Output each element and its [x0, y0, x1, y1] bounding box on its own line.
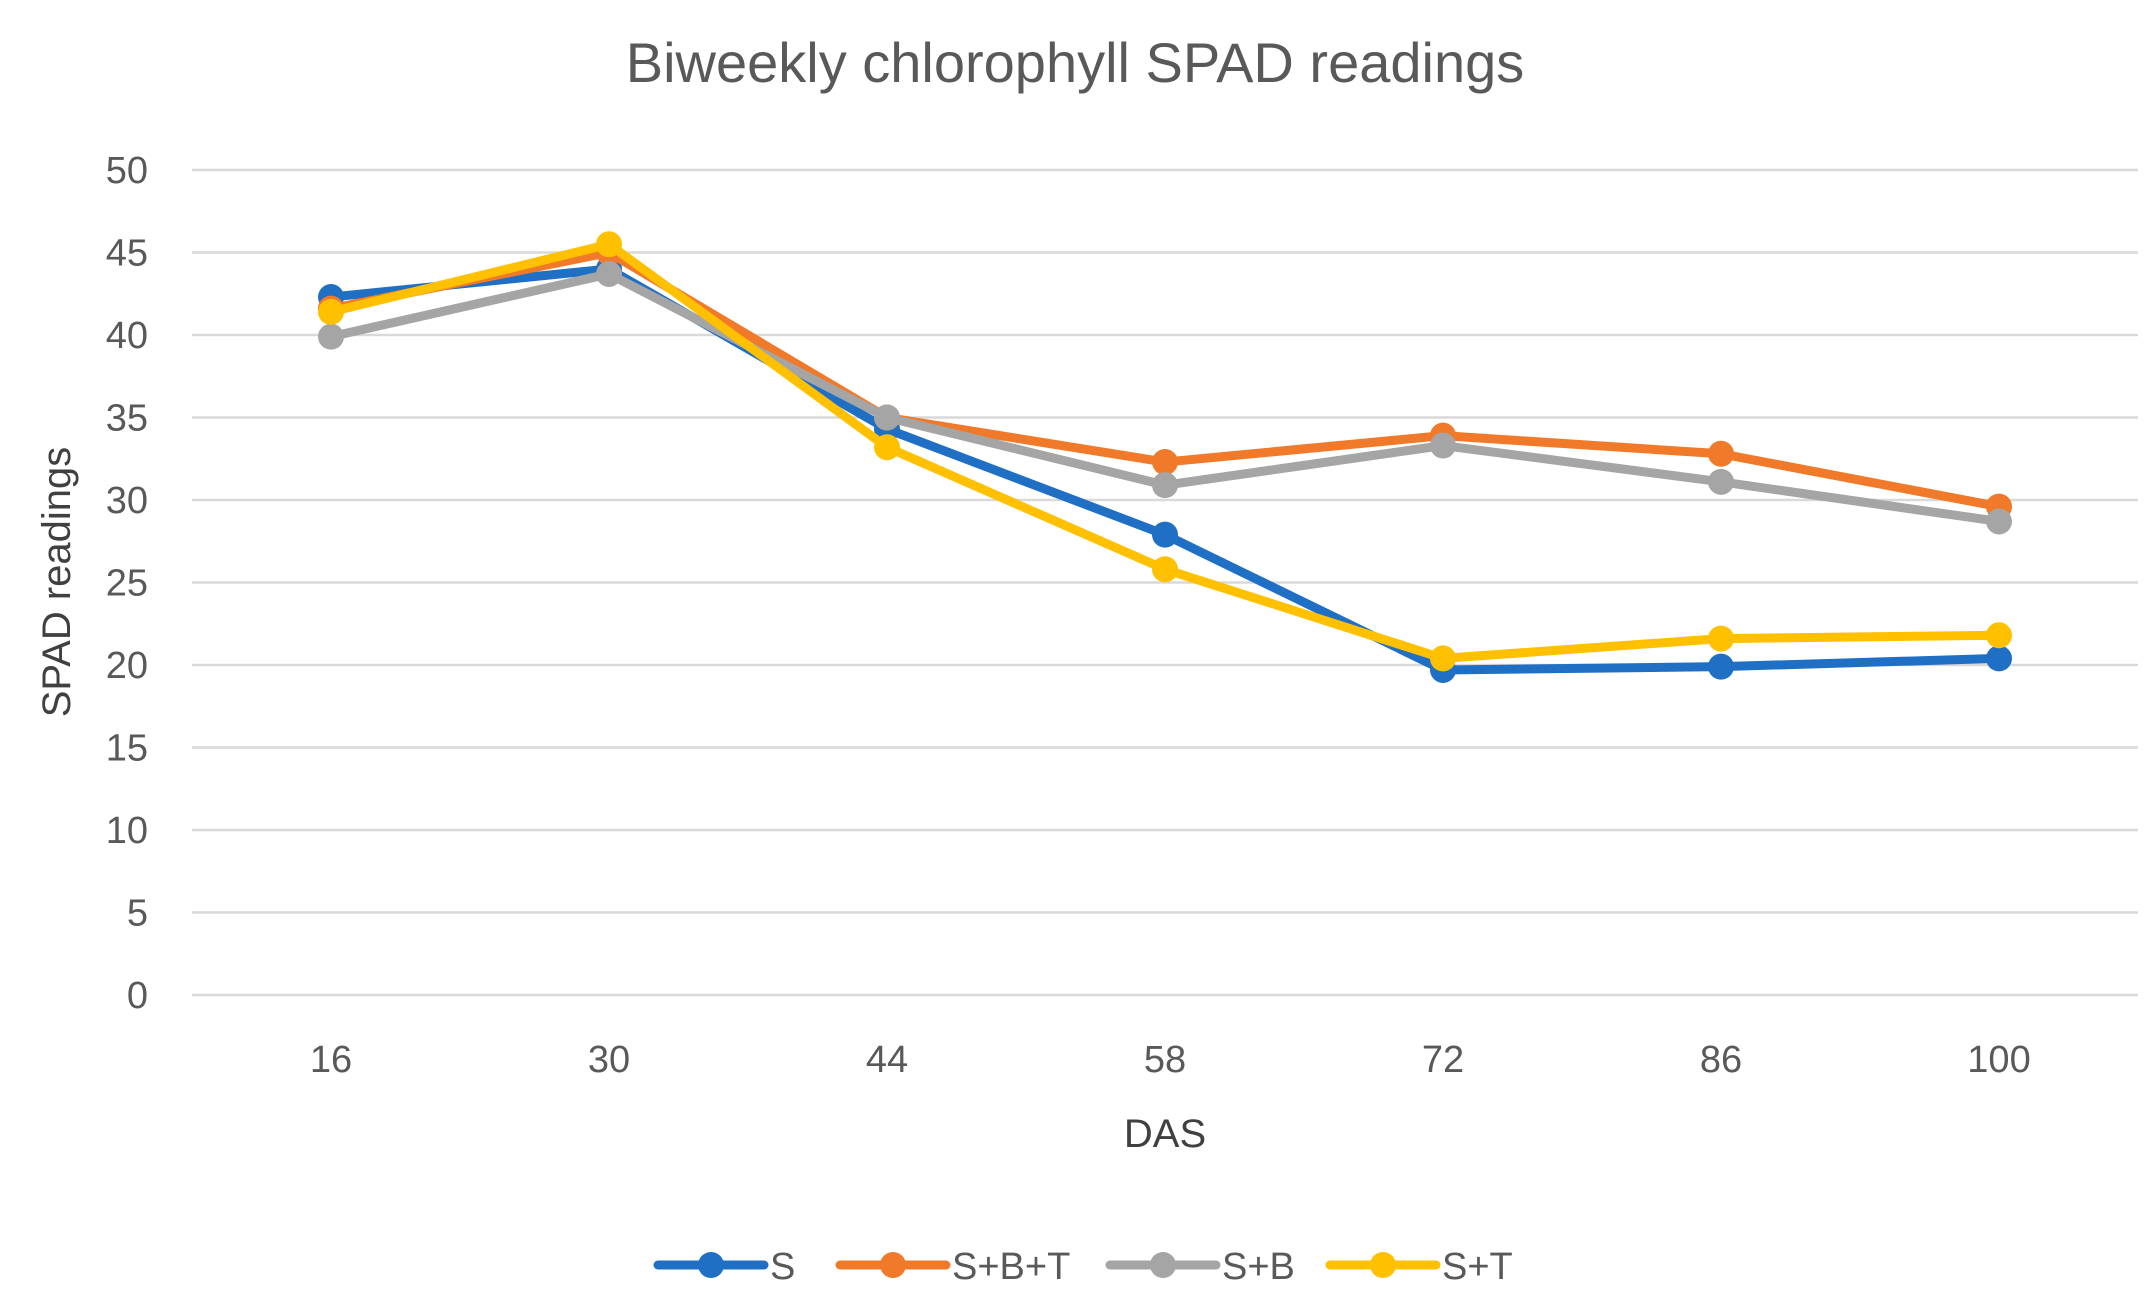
y-tick-label: 10	[106, 810, 148, 852]
x-tick-label: 72	[1422, 1039, 1464, 1081]
series-S+T	[318, 231, 2012, 672]
y-tick-label: 15	[106, 728, 148, 770]
y-tick-label: 0	[127, 975, 148, 1017]
legend: S S+B+T S+B S+T	[653, 1246, 1513, 1288]
data-point	[1152, 449, 1178, 476]
x-tick-label: 58	[1144, 1039, 1186, 1081]
data-point	[1986, 508, 2012, 535]
y-tick-label: 35	[106, 398, 148, 440]
data-point	[1152, 472, 1178, 499]
data-point	[1986, 645, 2012, 672]
data-point	[874, 434, 900, 461]
data-point	[596, 231, 622, 258]
series-lines	[318, 231, 2012, 683]
legend-marker	[698, 1252, 724, 1278]
x-tick-label: 44	[866, 1039, 908, 1081]
y-tick-label: 45	[106, 233, 148, 275]
legend-marker	[1370, 1252, 1396, 1278]
y-axis-ticks: 0 5 10 15 20 25 30 35 40 45 50	[106, 150, 148, 1017]
data-point	[1430, 645, 1456, 672]
x-tick-label: 30	[588, 1039, 630, 1081]
legend-item: S+B+T	[835, 1246, 1070, 1288]
y-tick-label: 50	[106, 150, 148, 192]
legend-marker	[1150, 1252, 1176, 1278]
data-point	[1152, 521, 1178, 548]
legend-item: S+T	[1325, 1246, 1513, 1288]
legend-label: S	[770, 1246, 795, 1288]
data-point	[596, 260, 622, 287]
y-axis-title: SPAD readings	[35, 447, 79, 718]
data-point	[318, 323, 344, 350]
data-point	[1708, 625, 1734, 652]
legend-label: S+B+T	[952, 1246, 1070, 1288]
x-tick-label: 16	[310, 1039, 352, 1081]
y-tick-label: 25	[106, 563, 148, 605]
data-point	[1708, 653, 1734, 680]
chart-title: Biweekly chlorophyll SPAD readings	[626, 31, 1525, 94]
data-point	[1708, 468, 1734, 495]
x-tick-label: 100	[1967, 1039, 2030, 1081]
legend-item: S	[653, 1246, 795, 1288]
x-axis-ticks: 16 30 44 58 72 86 100	[310, 1039, 2031, 1081]
legend-item: S+B	[1105, 1246, 1295, 1288]
y-tick-label: 40	[106, 315, 148, 357]
data-point	[1986, 622, 2012, 649]
x-axis-title: DAS	[1124, 1112, 1206, 1156]
legend-marker	[880, 1252, 906, 1278]
y-tick-label: 5	[127, 893, 148, 935]
y-tick-label: 30	[106, 480, 148, 522]
gridlines	[192, 168, 2138, 997]
data-point	[1430, 432, 1456, 459]
data-point	[874, 404, 900, 431]
series-S+B	[318, 260, 2012, 535]
legend-label: S+T	[1442, 1246, 1513, 1288]
x-tick-label: 86	[1700, 1039, 1742, 1081]
y-tick-label: 20	[106, 645, 148, 687]
data-point	[318, 298, 344, 325]
data-point	[1708, 440, 1734, 467]
data-point	[1152, 556, 1178, 583]
legend-label: S+B	[1222, 1246, 1295, 1288]
